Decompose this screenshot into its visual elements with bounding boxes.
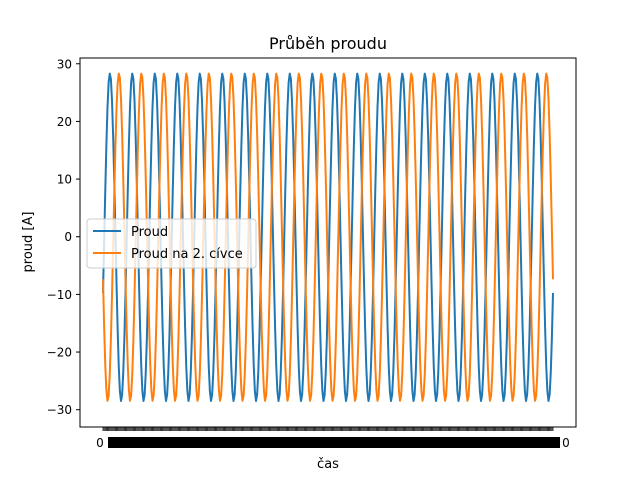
- y-tick-label: −20: [47, 346, 72, 360]
- y-tick-label: −30: [47, 403, 72, 417]
- y-tick-label: −10: [47, 288, 72, 302]
- y-axis: −30 −20 −10 0 10 20 30: [47, 57, 80, 417]
- y-axis-label: proud [A]: [21, 212, 36, 273]
- series-line-proud-2: [102, 72, 554, 402]
- y-tick-label: 20: [57, 115, 72, 129]
- legend-label-proud-2: Proud na 2. cívce: [131, 247, 243, 262]
- x-tick-labels-overlap: [108, 437, 560, 448]
- x-axis: 0 0: [96, 427, 570, 450]
- x-tick-label-first: 0: [96, 436, 104, 450]
- chart-title: Průběh proudu: [269, 34, 387, 53]
- y-tick-label: 10: [57, 173, 72, 187]
- y-tick-label: 0: [64, 230, 72, 244]
- legend-label-proud: Proud: [131, 225, 168, 240]
- x-tick-label-last: 0: [562, 436, 570, 450]
- legend-box: [86, 218, 257, 269]
- x-axis-label: čas: [317, 457, 339, 472]
- y-tick-label: 30: [57, 57, 72, 71]
- legend: Proud Proud na 2. cívce: [86, 218, 257, 269]
- series-layer: [102, 72, 554, 402]
